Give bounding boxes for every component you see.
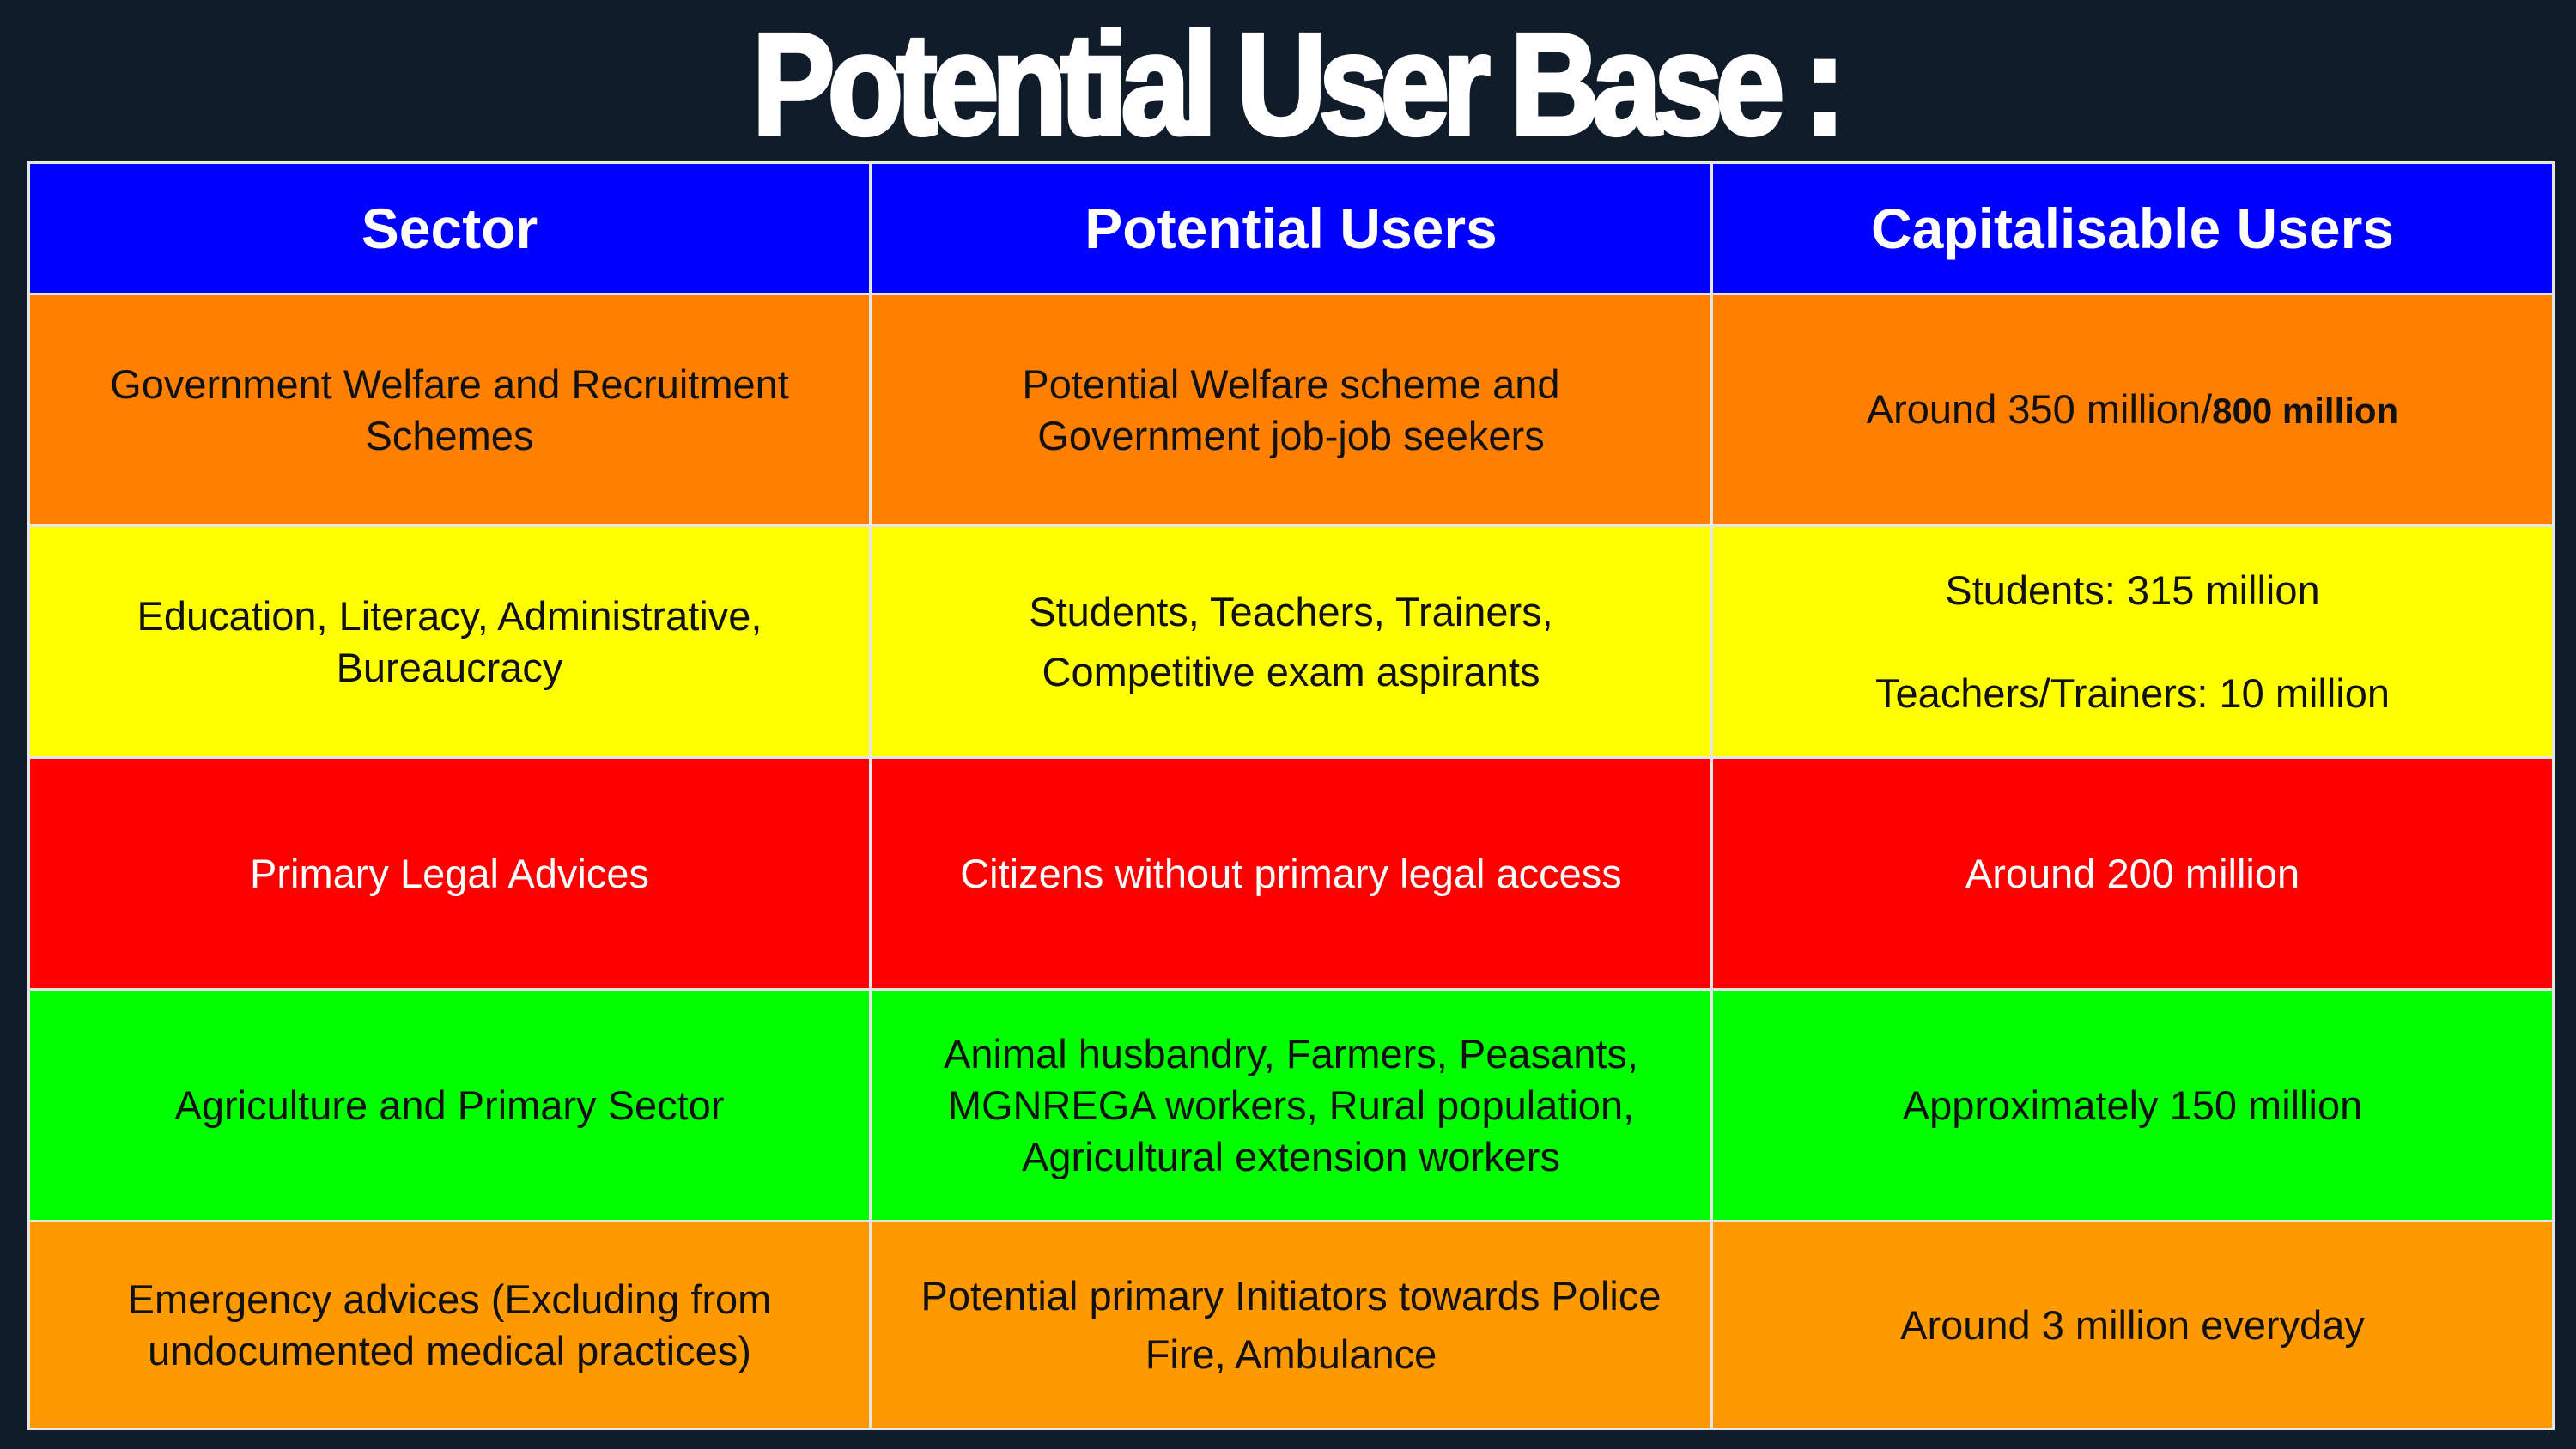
sector-cell: Primary Legal Advices [27, 756, 872, 991]
table-row: Agriculture and Primary Sector Animal hu… [27, 988, 2555, 1223]
capitalisable-total: 800 million [2212, 390, 2399, 431]
sector-cell: Education, Literacy, Administrative, Bur… [27, 524, 872, 760]
sector-cell: Agriculture and Primary Sector [27, 988, 872, 1223]
sector-cell: Government Welfare and Recruitment Schem… [27, 292, 872, 528]
table-row: Primary Legal Advices Citizens without p… [27, 756, 2555, 991]
header-potential-users: Potential Users [869, 161, 1713, 295]
user-base-table: Sector Potential Users Capitalisable Use… [27, 161, 2555, 1430]
potential-users-cell: Students, Teachers, Trainers, Competitiv… [869, 524, 1713, 760]
header-capitalisable-users: Capitalisable Users [1710, 161, 2555, 295]
capitalisable-teachers: Teachers/Trainers: 10 million [1874, 670, 2391, 716]
capitalisable-students: Students: 315 million [1945, 567, 2320, 613]
table-row: Education, Literacy, Administrative, Bur… [27, 524, 2555, 760]
potential-users-cell: Citizens without primary legal access [869, 756, 1713, 991]
capitalisable-users-cell: Around 350 million/800 million [1710, 292, 2555, 528]
table-row: Government Welfare and Recruitment Schem… [27, 292, 2555, 528]
potential-users-cell: Animal husbandry, Farmers, Peasants, MGN… [869, 988, 1713, 1223]
potential-users-cell: Potential Welfare scheme and Government … [869, 292, 1713, 528]
capitalisable-users-cell: Students: 315 million Teachers/Trainers:… [1710, 524, 2555, 760]
table-row: Emergency advices (Excluding from undocu… [27, 1220, 2555, 1430]
capitalisable-users-cell: Approximately 150 million [1710, 988, 2555, 1223]
table-header-row: Sector Potential Users Capitalisable Use… [27, 161, 2555, 295]
capitalisable-users-cell: Around 200 million [1710, 756, 2555, 991]
spacer [1747, 616, 2518, 668]
header-sector: Sector [27, 161, 872, 295]
sector-cell: Emergency advices (Excluding from undocu… [27, 1220, 872, 1430]
capitalisable-users-cell: Around 3 million everyday [1710, 1220, 2555, 1430]
page-title: Potential User Base : [750, 3, 1848, 165]
capitalisable-value: Around 350 million/ [1866, 385, 2213, 432]
potential-users-cell: Potential primary Initiators towards Pol… [869, 1220, 1713, 1430]
